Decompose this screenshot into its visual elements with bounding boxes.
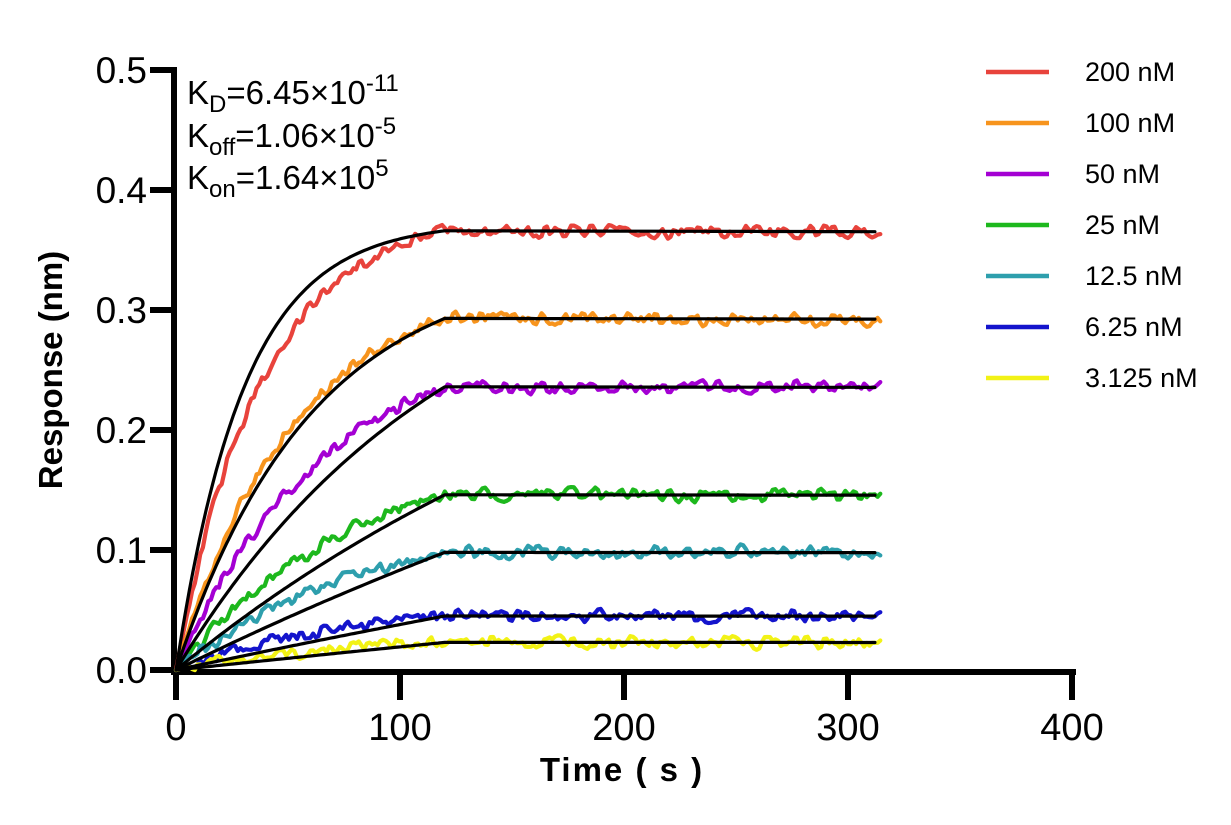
legend-item: 50 nM bbox=[986, 159, 1160, 189]
y-tick-label: 0.4 bbox=[96, 170, 147, 211]
fit-200nM bbox=[174, 229, 877, 672]
x-axis-title: Time ( s ) bbox=[540, 751, 704, 788]
legend-item: 12.5 nM bbox=[986, 261, 1183, 291]
legend-label: 6.25 nM bbox=[1085, 312, 1183, 342]
trace-3.125nM bbox=[173, 633, 883, 673]
x-tick-label: 300 bbox=[816, 707, 879, 749]
fit-12.5nM bbox=[174, 550, 877, 672]
trace-25nM bbox=[173, 485, 883, 673]
legend-label: 12.5 nM bbox=[1085, 261, 1183, 291]
x-tick-label: 100 bbox=[368, 707, 431, 749]
legend-item: 200 nM bbox=[986, 57, 1175, 87]
y-tick-label: 0.5 bbox=[96, 50, 147, 91]
legend-label: 3.125 nM bbox=[1085, 363, 1198, 393]
x-tick-label: 200 bbox=[592, 707, 655, 749]
fit-6.25nM bbox=[174, 614, 877, 672]
legend-item: 100 nM bbox=[986, 108, 1175, 138]
y-axis-title: Response (nm) bbox=[32, 251, 69, 489]
y-tick-label: 0.1 bbox=[96, 530, 147, 571]
y-tick-label: 0.3 bbox=[96, 290, 147, 331]
legend: 200 nM 100 nM 50 nM 25 nM 12.5 nM 6.25 nM 3.12… bbox=[986, 57, 1198, 393]
fit-curves bbox=[174, 229, 877, 672]
kinetic-constant-line: Koff=1.06×10-5 bbox=[187, 113, 396, 161]
kinetic-constant-line: KD=6.45×10-11 bbox=[187, 70, 399, 118]
fit-3.125nM bbox=[174, 640, 877, 672]
x-tick-label: 0 bbox=[165, 707, 186, 749]
y-tick-label: 0.2 bbox=[96, 410, 147, 451]
fit-100nM bbox=[174, 316, 877, 672]
legend-item: 25 nM bbox=[986, 210, 1160, 240]
fit-50nM bbox=[174, 385, 877, 672]
trace-50nM bbox=[173, 378, 883, 673]
kinetic-constant-line: Kon=1.64×105 bbox=[187, 155, 389, 203]
legend-label: 200 nM bbox=[1085, 57, 1175, 87]
trace-6.25nM bbox=[173, 606, 883, 673]
legend-item: 6.25 nM bbox=[986, 312, 1183, 342]
fit-25nM bbox=[174, 493, 877, 672]
legend-item: 3.125 nM bbox=[986, 363, 1198, 393]
x-tick-label: 400 bbox=[1040, 707, 1103, 749]
legend-label: 50 nM bbox=[1085, 159, 1160, 189]
legend-label: 25 nM bbox=[1085, 210, 1160, 240]
axes: 0.0 0.1 0.2 0.3 0.4 0.5 0 100 200 300 400 bbox=[96, 50, 1104, 749]
legend-label: 100 nM bbox=[1085, 108, 1175, 138]
trace-12.5nM bbox=[173, 542, 883, 673]
y-tick-label: 0.0 bbox=[96, 650, 147, 691]
